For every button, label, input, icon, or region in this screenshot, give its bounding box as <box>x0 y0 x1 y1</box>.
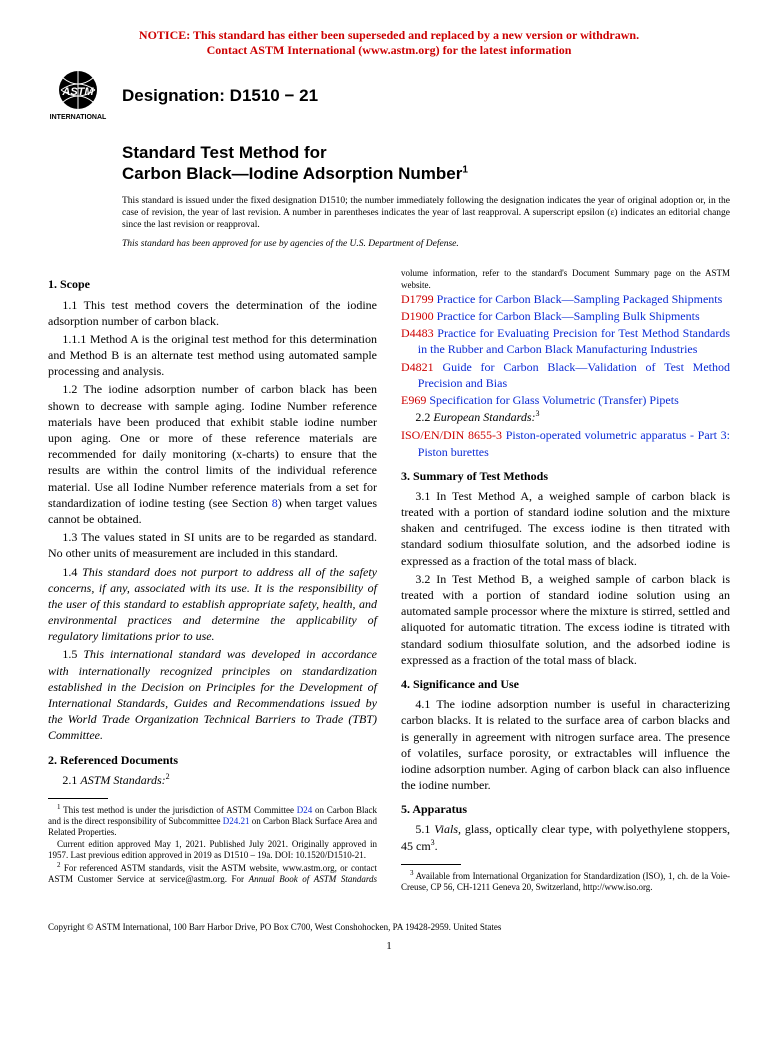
footnote-3: 3 Available from International Organizat… <box>401 869 730 894</box>
scope-heading: 1. Scope <box>48 276 377 292</box>
summary-heading: 3. Summary of Test Methods <box>401 468 730 484</box>
astm-logo: ASTM INTERNATIONAL <box>48 70 108 122</box>
designation: Designation: D1510 − 21 <box>122 85 318 108</box>
para-1-4: 1.4 This standard does not purport to ad… <box>48 564 377 645</box>
ref-d1799: D1799 Practice for Carbon Black—Sampling… <box>401 291 730 307</box>
para-4-1: 4.1 The iodine adsorption number is usef… <box>401 696 730 793</box>
ref-text[interactable]: Guide for Carbon Black—Validation of Tes… <box>418 360 730 390</box>
notice-line1: NOTICE: This standard has either been su… <box>139 28 639 42</box>
ref-e969: E969 Specification for Glass Volumetric … <box>401 392 730 408</box>
footnote-rule-left <box>48 798 108 799</box>
ref-code[interactable]: D1799 <box>401 292 434 306</box>
ref-d4483: D4483 Practice for Evaluating Precision … <box>401 325 730 357</box>
para-1-2: 1.2 The iodine adsorption number of carb… <box>48 381 377 527</box>
para-1-1-1: 1.1.1 Method A is the original test meth… <box>48 331 377 380</box>
para-1-3: 1.3 The values stated in SI units are to… <box>48 529 377 561</box>
footnote-1b: Current edition approved May 1, 2021. Pu… <box>48 839 377 862</box>
ref-code[interactable]: D4483 <box>401 326 434 340</box>
ref-iso-8655-3: ISO/EN/DIN 8655-3 Piston-operated volume… <box>401 427 730 459</box>
dod-approval-note: This standard has been approved for use … <box>122 238 730 251</box>
ref-text[interactable]: Practice for Carbon Black—Sampling Packa… <box>437 292 723 306</box>
ref-code[interactable]: ISO/EN/DIN 8655-3 <box>401 428 502 442</box>
footnote-rule-right <box>401 864 461 865</box>
refdocs-heading: 2. Referenced Documents <box>48 752 377 768</box>
committee-d24-link[interactable]: D24 <box>297 805 313 815</box>
footnote-1: 1 This test method is under the jurisdic… <box>48 803 377 839</box>
ref-code[interactable]: E969 <box>401 393 426 407</box>
title-kicker: Standard Test Method for <box>122 142 730 163</box>
apparatus-heading: 5. Apparatus <box>401 801 730 817</box>
issued-note: This standard is issued under the fixed … <box>122 195 730 232</box>
supersession-notice: NOTICE: This standard has either been su… <box>48 28 730 58</box>
ref-d4821: D4821 Guide for Carbon Black—Validation … <box>401 359 730 391</box>
notice-line2: Contact ASTM International (www.astm.org… <box>207 43 572 57</box>
copyright-footer: Copyright © ASTM International, 100 Barr… <box>48 921 730 933</box>
para-1-5: 1.5 This international standard was deve… <box>48 646 377 743</box>
title-main: Carbon Black—Iodine Adsorption Number1 <box>122 163 730 184</box>
para-3-1: 3.1 In Test Method A, a weighed sample o… <box>401 488 730 569</box>
page-number: 1 <box>48 939 730 954</box>
para-1-1: 1.1 This test method covers the determin… <box>48 297 377 329</box>
svg-text:ASTM: ASTM <box>61 86 94 98</box>
ref-code[interactable]: D4821 <box>401 360 434 374</box>
svg-text:INTERNATIONAL: INTERNATIONAL <box>50 114 107 121</box>
para-2-2: 2.2 European Standards:3 <box>401 409 730 425</box>
ref-text[interactable]: Specification for Glass Volumetric (Tran… <box>429 393 678 407</box>
para-5-1: 5.1 Vials, glass, optically clear type, … <box>401 821 730 853</box>
header-row: ASTM INTERNATIONAL Designation: D1510 − … <box>48 70 730 122</box>
ref-d1900: D1900 Practice for Carbon Black—Sampling… <box>401 308 730 324</box>
ref-text[interactable]: Practice for Carbon Black—Sampling Bulk … <box>437 309 700 323</box>
para-2-1: 2.1 ASTM Standards:2 <box>48 772 377 788</box>
subcommittee-d2421-link[interactable]: D24.21 <box>223 816 250 826</box>
body-columns: 1. Scope 1.1 This test method covers the… <box>48 268 730 893</box>
ref-code[interactable]: D1900 <box>401 309 434 323</box>
para-3-2: 3.2 In Test Method B, a weighed sample o… <box>401 571 730 668</box>
title-block: Standard Test Method for Carbon Black—Io… <box>122 142 730 185</box>
significance-heading: 4. Significance and Use <box>401 676 730 692</box>
ref-text[interactable]: Practice for Evaluating Precision for Te… <box>418 326 730 356</box>
